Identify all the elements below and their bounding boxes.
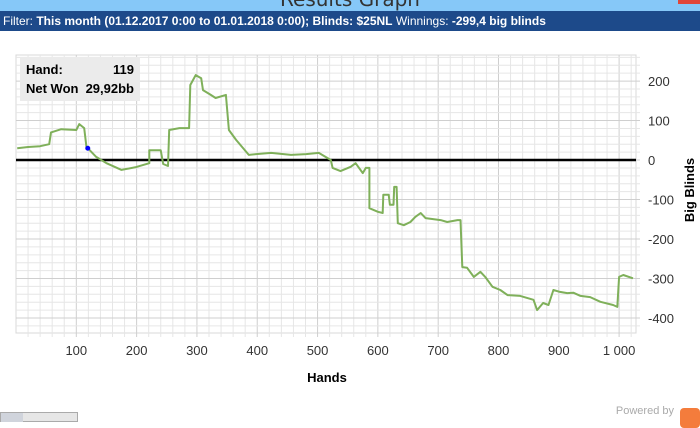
x-axis-title: Hands: [307, 370, 347, 385]
title-bar: Results Graph: [0, 0, 700, 11]
x-tick-label: 100: [65, 343, 87, 358]
x-tick-label: 400: [246, 343, 268, 358]
y-axis-title: Big Blinds: [682, 158, 697, 222]
x-tick-label: 700: [427, 343, 449, 358]
filter-value: This month (01.12.2017 0:00 to 01.01.201…: [36, 14, 393, 28]
brand-logo-icon: [680, 408, 700, 428]
tooltip-net-value: 29,92bb: [85, 81, 134, 96]
y-tick-label: -100: [648, 193, 674, 208]
winnings-value: -299,4 big blinds: [451, 14, 546, 28]
scrollbar-thumb[interactable]: [1, 413, 23, 422]
tooltip-net-label: Net Won: [26, 81, 79, 96]
results-line: [17, 74, 634, 312]
y-tick-label: 200: [648, 74, 670, 89]
x-tick-label: 300: [186, 343, 208, 358]
close-button[interactable]: [678, 0, 700, 4]
x-tick-label: 900: [548, 343, 570, 358]
y-tick-label: 0: [648, 153, 655, 168]
tooltip-hand-label: Hand:: [26, 62, 63, 77]
horizontal-scrollbar[interactable]: [0, 412, 78, 422]
y-tick-label: 100: [648, 114, 670, 129]
filter-label: Filter:: [3, 14, 33, 28]
powered-by-text: Powered by: [615, 405, 674, 417]
tooltip-hand-row: Hand: 119: [26, 60, 134, 80]
winnings-label: Winnings:: [395, 14, 449, 28]
y-tick-label: -400: [648, 311, 674, 326]
y-tick-label: -200: [648, 232, 674, 247]
x-tick-label: 600: [367, 343, 389, 358]
hover-marker: [85, 145, 91, 151]
x-tick-label: 500: [307, 343, 329, 358]
x-tick-label: 1 000: [603, 343, 636, 358]
tooltip-net-row: Net Won 29,92bb: [26, 79, 134, 99]
filter-bar: Filter: This month (01.12.2017 0:00 to 0…: [0, 11, 700, 31]
tooltip-hand-value: 119: [113, 62, 134, 77]
window-title: Results Graph: [0, 0, 700, 11]
x-tick-label: 800: [488, 343, 510, 358]
y-tick-label: -300: [648, 272, 674, 287]
tooltip: Hand: 119 Net Won 29,92bb: [20, 57, 140, 101]
x-tick-label: 200: [126, 343, 148, 358]
